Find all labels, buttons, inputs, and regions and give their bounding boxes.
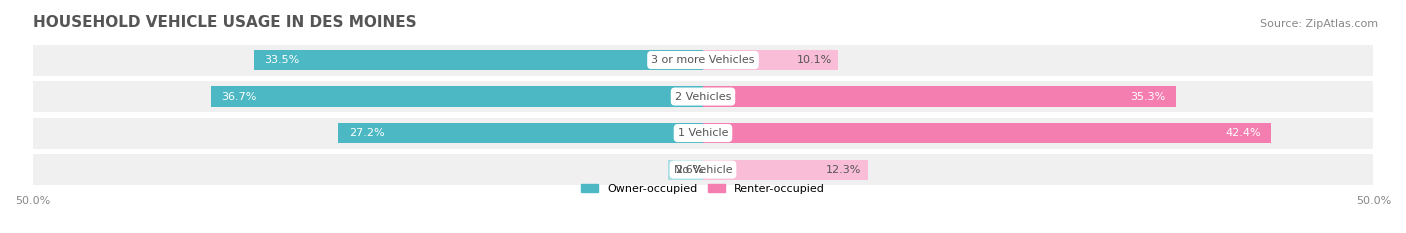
Bar	[32, 117, 703, 149]
Bar	[254, 50, 703, 70]
Text: 42.4%: 42.4%	[1225, 128, 1261, 138]
Text: 10.1%: 10.1%	[796, 55, 832, 65]
Legend: Owner-occupied, Renter-occupied: Owner-occupied, Renter-occupied	[576, 179, 830, 198]
Bar	[703, 160, 868, 180]
Text: 1 Vehicle: 1 Vehicle	[678, 128, 728, 138]
Bar	[339, 123, 703, 143]
Text: 35.3%: 35.3%	[1130, 92, 1166, 102]
Bar	[703, 123, 1271, 143]
Text: 12.3%: 12.3%	[825, 164, 862, 175]
Text: 3 or more Vehicles: 3 or more Vehicles	[651, 55, 755, 65]
Bar	[703, 117, 1374, 149]
Bar	[703, 154, 1374, 185]
Text: 2 Vehicles: 2 Vehicles	[675, 92, 731, 102]
Bar	[211, 86, 703, 106]
Text: No Vehicle: No Vehicle	[673, 164, 733, 175]
Bar	[32, 154, 703, 185]
Text: 36.7%: 36.7%	[222, 92, 257, 102]
Bar	[703, 81, 1374, 112]
Bar	[703, 50, 838, 70]
Bar	[703, 45, 1374, 75]
Bar	[32, 45, 703, 75]
Bar	[32, 81, 703, 112]
Text: 33.5%: 33.5%	[264, 55, 299, 65]
Bar	[703, 86, 1177, 106]
Text: HOUSEHOLD VEHICLE USAGE IN DES MOINES: HOUSEHOLD VEHICLE USAGE IN DES MOINES	[32, 15, 416, 30]
Text: 2.6%: 2.6%	[675, 164, 703, 175]
Bar	[668, 160, 703, 180]
Text: Source: ZipAtlas.com: Source: ZipAtlas.com	[1260, 19, 1378, 29]
Text: 27.2%: 27.2%	[349, 128, 385, 138]
